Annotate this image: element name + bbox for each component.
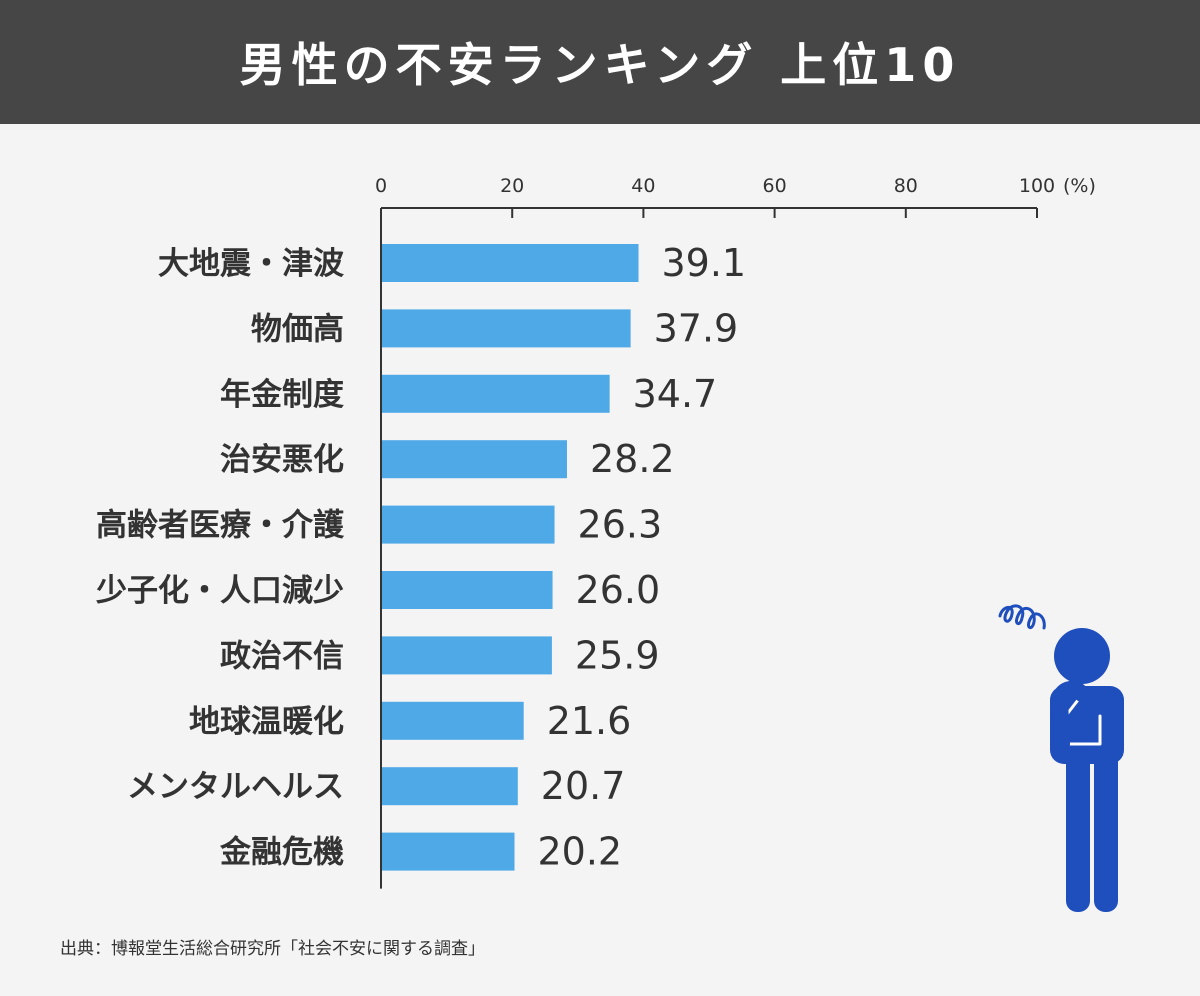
- bar-value-label: 34.7: [633, 372, 718, 416]
- category-labels: 大地震・津波物価高年金制度治安悪化高齢者医療・介護少子化・人口減少政治不信地球温…: [96, 246, 345, 871]
- bar: [382, 244, 639, 282]
- x-tick-label: 40: [631, 175, 655, 197]
- bar-value-label: 37.9: [654, 306, 739, 350]
- bar-value-label: 26.3: [578, 503, 663, 547]
- source-note: 出典：博報堂生活総合研究所「社会不安に関する調査」: [60, 939, 485, 959]
- bar-value-label: 20.7: [541, 764, 626, 808]
- x-axis: 0 20 40 60 80 100 (%): [375, 175, 1096, 889]
- bar-value-label: 20.2: [538, 830, 623, 874]
- x-tick-label: 60: [763, 175, 787, 197]
- bar-series: 39.1 37.9 34.7 28.2 26.3 26.0 25.9 21.6 20.7 20.2: [382, 241, 746, 874]
- bar: [382, 832, 515, 871]
- x-tick-label: 0: [375, 175, 387, 197]
- confusion-swirl-icon: [998, 604, 1046, 630]
- category-label: 大地震・津波: [158, 246, 344, 282]
- x-tick-label: 20: [500, 175, 524, 197]
- category-label: メンタルヘルス: [127, 769, 344, 805]
- bar: [382, 636, 552, 675]
- category-label: 治安悪化: [220, 442, 344, 478]
- category-label: 少子化・人口減少: [96, 573, 344, 609]
- bar-value-label: 26.0: [576, 568, 661, 612]
- category-label: 金融危機: [219, 835, 344, 871]
- category-label: 政治不信: [220, 638, 344, 674]
- x-tick-label: 80: [894, 175, 918, 197]
- bar-value-label: 28.2: [590, 437, 675, 481]
- thinking-person-icon: [998, 604, 1124, 912]
- bar: [382, 701, 524, 740]
- header-banner: 男性の不安ランキング 上位10: [0, 0, 1200, 124]
- category-label: 年金制度: [220, 377, 344, 413]
- category-label: 高齢者医療・介護: [96, 508, 345, 544]
- bar-value-label: 39.1: [661, 241, 746, 285]
- bar-value-label: 21.6: [547, 699, 632, 743]
- bar: [382, 374, 610, 413]
- category-label: 物価高: [251, 311, 344, 347]
- x-tick-label: 100: [1019, 175, 1055, 197]
- x-axis-unit: (%): [1063, 175, 1096, 197]
- bar-value-label: 25.9: [575, 633, 660, 677]
- bar: [382, 440, 567, 479]
- bar: [382, 767, 518, 806]
- bar: [382, 505, 555, 544]
- bar-chart: 0 20 40 60 80 100 (%) 39.1 37.9 34.7 28.2 26.3 26.0…: [96, 175, 1124, 912]
- category-label: 地球温暖化: [189, 704, 344, 740]
- bar: [382, 309, 631, 348]
- bar: [382, 571, 553, 609]
- chart-title: 男性の不安ランキング 上位10: [239, 38, 961, 92]
